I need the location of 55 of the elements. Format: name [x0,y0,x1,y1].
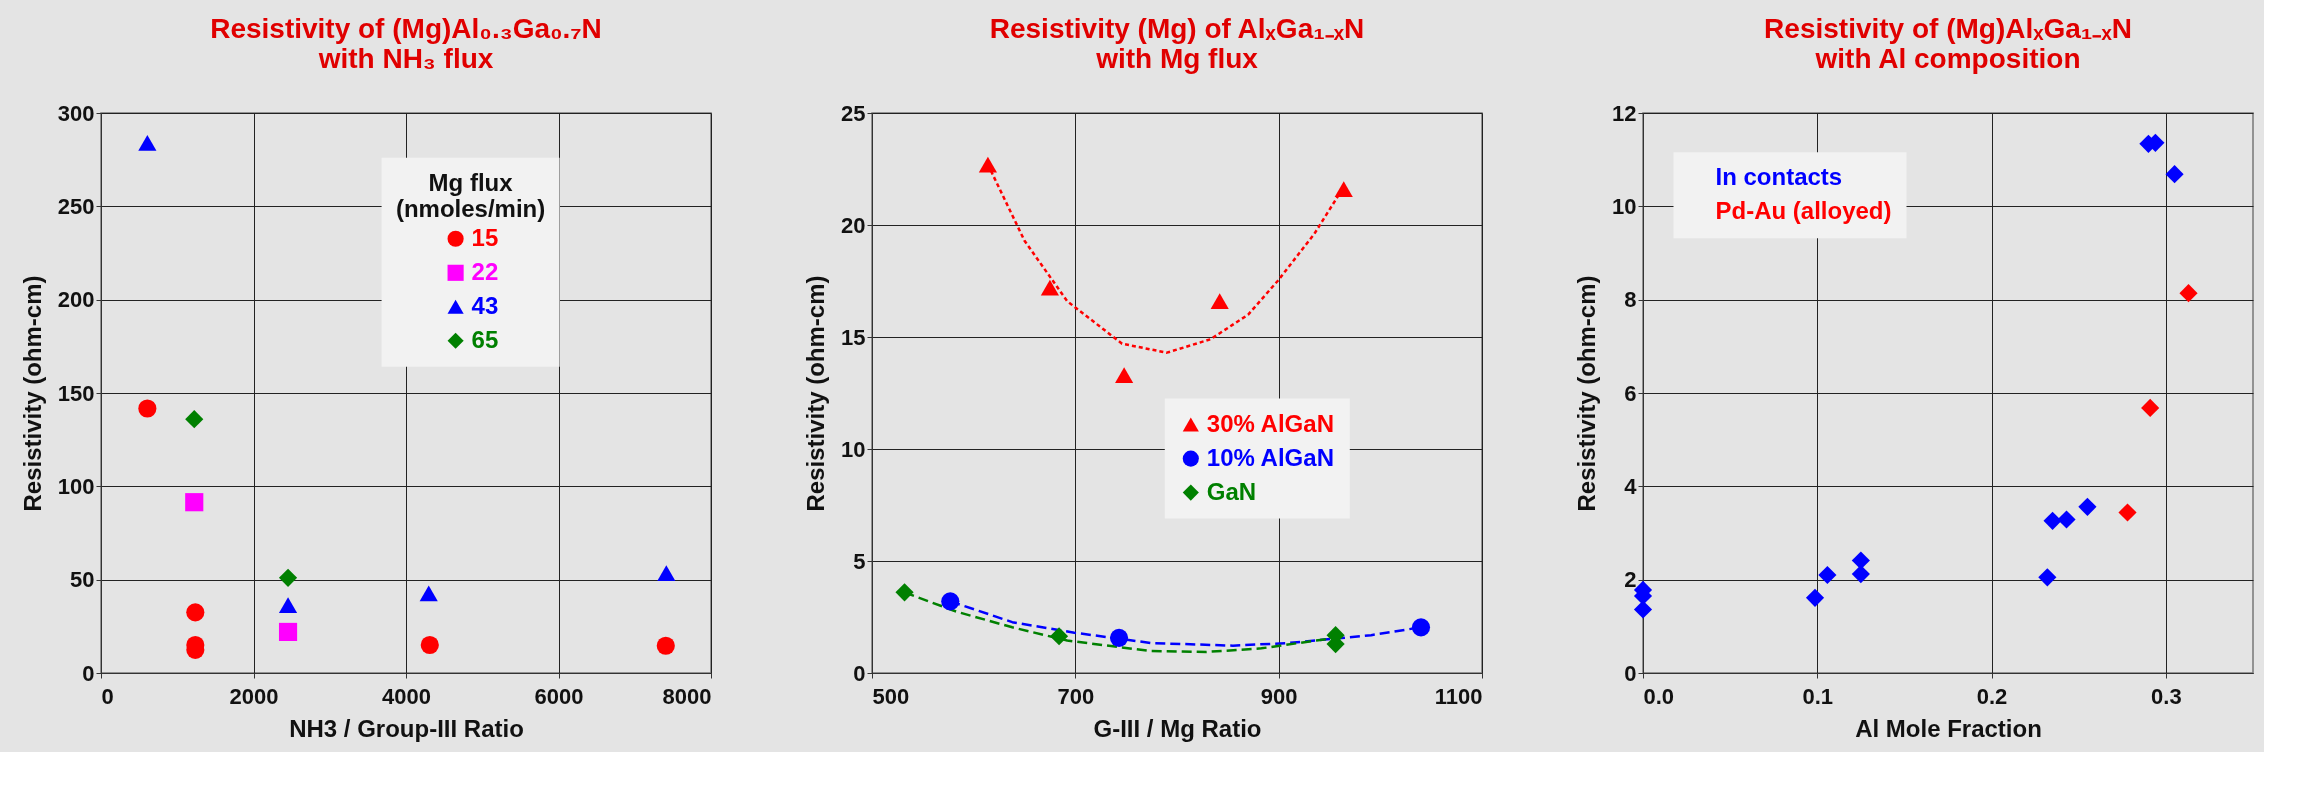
legend-label: 43 [471,291,499,319]
y-tick-label: 25 [841,100,866,126]
y-tick-label: 200 [57,287,95,313]
x-tick-label: 2000 [229,683,279,709]
y-tick-label: 10 [841,436,866,462]
y-tick-label: 8 [1624,287,1637,313]
x-tick-label: 6000 [534,683,584,709]
y-tick-label: 250 [57,193,95,219]
legend-title: Mg flux (nmoles/min) [395,168,546,222]
x-tick-label: 0.2 [1976,683,2008,709]
x-tick-label: 500 [872,683,910,709]
y-tick-label: 0 [1624,660,1637,686]
text: Pd-Au (alloyed) [1715,197,1892,225]
y-tick-label: 4 [1624,473,1638,499]
x-tick-label: 1100 [1434,683,1483,709]
y-tick-label: 100 [57,473,95,499]
y-axis-title: Resistivity (ohm-cm) [802,275,830,512]
x-axis-title: Al Mole Fraction [1855,714,2042,742]
y-axis-title: Resistivity (ohm-cm) [1573,275,1601,512]
y-tick-label: 5 [853,548,866,574]
text: with Al composition [1815,43,2081,74]
x-axis-title: G-III / Mg Ratio [1093,714,1262,742]
y-tick-label: 10 [1612,193,1637,219]
y-tick-label: 15 [841,324,866,350]
text: Resistivity (Mg) of AlₓGa₁₋ₓN [989,13,1365,44]
y-tick-label: 6 [1624,380,1637,406]
x-tick-label: 0 [101,683,114,709]
y-tick-label: 300 [57,100,95,126]
legend-label: 22 [471,257,499,285]
legend-label: GaN [1206,477,1257,505]
x-tick-label: 900 [1260,683,1298,709]
x-tick-label: 700 [1057,683,1095,709]
text: with NH₃ flux [318,43,494,74]
y-tick-label: 20 [841,212,866,238]
y-axis-title: Resistivity (ohm-cm) [18,275,46,512]
text: with Mg flux [1096,43,1258,74]
legend-label: 15 [471,223,499,251]
y-tick-label: 12 [1612,100,1637,126]
y-tick-label: 0 [82,660,95,686]
text: In contacts [1715,163,1843,191]
y-tick-label: 50 [70,567,95,593]
y-tick-label: 150 [57,380,95,406]
legend-label: 30% AlGaN [1206,409,1334,437]
x-tick-label: 0.3 [2151,683,2182,709]
x-tick-label: 0.0 [1643,683,1675,709]
x-tick-label: 8000 [662,683,712,709]
x-tick-label: 0.1 [1802,683,1834,709]
text: Resistivity of (Mg)AlₓGa₁₋ₓN [1764,13,2132,44]
y-tick-label: 2 [1624,567,1637,593]
text: Resistivity of (Mg)Al₀.₃Ga₀.₇N [210,13,602,44]
legend-label: 10% AlGaN [1206,443,1334,471]
legend-label: 65 [471,325,499,353]
x-axis-title: NH3 / Group-III Ratio [289,714,524,742]
y-tick-label: 0 [853,660,866,686]
x-tick-label: 4000 [382,683,431,709]
